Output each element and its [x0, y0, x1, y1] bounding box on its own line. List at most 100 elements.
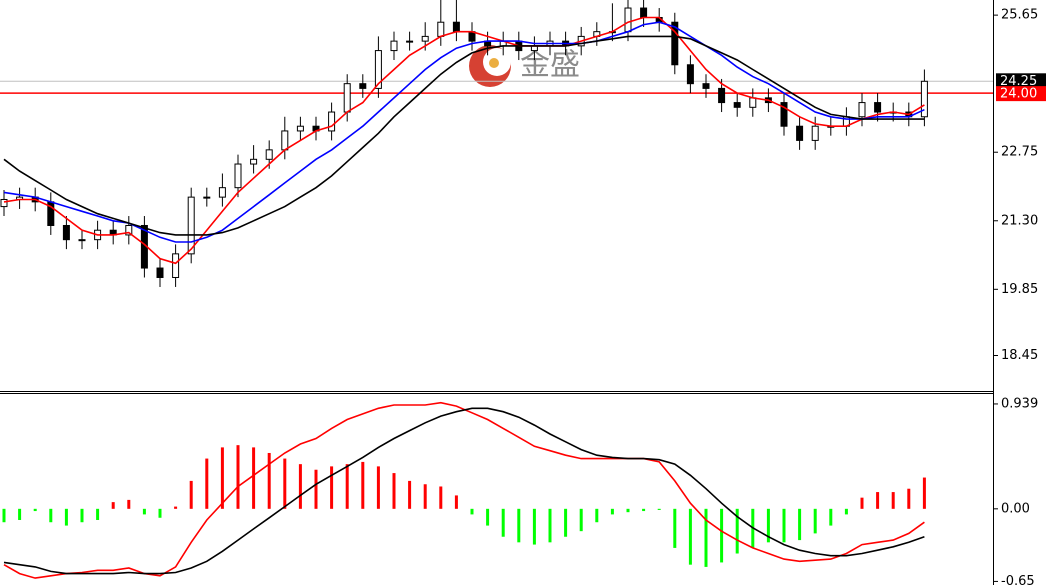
histogram-bar: [314, 469, 318, 509]
watermark: 金盛: [469, 45, 580, 87]
candle-body: [421, 35, 429, 42]
histogram-bar: [454, 495, 458, 509]
last-price-label: 24.25: [1000, 74, 1037, 89]
histogram-bar: [876, 492, 880, 509]
moving-average: [3, 16, 925, 265]
histogram-bar: [142, 508, 146, 515]
histogram-bar: [642, 508, 646, 512]
histogram-bar: [345, 464, 349, 509]
candle-body: [328, 111, 336, 132]
histogram-bar: [798, 508, 802, 541]
histogram-bar: [64, 508, 68, 526]
histogram-bar: [283, 458, 287, 509]
last-price-box: [996, 73, 1046, 89]
candle-body: [62, 224, 70, 241]
candle-body: [686, 64, 694, 85]
candle-body: [437, 21, 445, 37]
histogram-bar: [267, 452, 271, 509]
histogram-bar: [735, 508, 739, 554]
histogram-bar: [96, 508, 100, 520]
candle-body: [671, 21, 679, 66]
histogram-bar: [439, 486, 443, 509]
candle-body: [250, 158, 258, 165]
histogram-bar: [49, 508, 53, 523]
histogram-bar: [610, 508, 614, 515]
histogram-bar: [220, 447, 224, 509]
histogram-bar: [829, 508, 833, 526]
y-tick-label: 25.65: [1001, 8, 1038, 23]
candle-body: [281, 130, 289, 151]
histogram-bar: [720, 508, 724, 563]
candle-body: [452, 21, 460, 33]
candle-body: [187, 196, 195, 255]
histogram-bar: [891, 492, 895, 509]
histogram-bar: [80, 508, 84, 523]
histogram-bar: [532, 508, 536, 545]
histogram-bar: [782, 508, 786, 543]
candle-body: [156, 267, 164, 278]
candle-body: [359, 83, 367, 89]
histogram-bar: [298, 464, 302, 509]
moving-average: [3, 35, 925, 236]
histogram-bar: [2, 508, 6, 523]
histogram-bar: [688, 508, 692, 565]
histogram-bar: [844, 508, 848, 515]
histogram-bar: [408, 480, 412, 509]
histogram-bar: [813, 508, 817, 534]
level-label: 24.00: [1000, 87, 1037, 102]
candle-body: [858, 102, 866, 118]
candle-body: [874, 102, 882, 113]
candle-body: [203, 196, 211, 199]
histogram-bar: [236, 445, 240, 509]
histogram-bar: [548, 508, 552, 543]
y-tick-label: 0.939: [1001, 396, 1038, 411]
candle-body: [718, 87, 726, 104]
candle-body: [218, 187, 226, 198]
y-tick-label: 19.85: [1001, 282, 1038, 297]
histogram-bar: [579, 508, 583, 532]
histogram-bar: [205, 458, 209, 509]
histogram-bar: [486, 508, 490, 526]
candle-body: [390, 40, 398, 52]
histogram-bar: [657, 508, 661, 510]
histogram-bar: [922, 477, 926, 509]
candle-body: [624, 7, 632, 33]
level-box: [996, 86, 1046, 102]
candle-body: [702, 83, 710, 89]
candle-body: [265, 149, 273, 160]
macd-line: [3, 407, 925, 575]
histogram-bar: [673, 508, 677, 548]
histogram-bar: [18, 508, 22, 520]
y-tick-label: 22.75: [1001, 145, 1038, 160]
moving-average: [3, 21, 925, 243]
candle-body: [78, 239, 86, 242]
histogram-bar: [626, 508, 630, 513]
y-tick-label: -0.65: [1001, 574, 1035, 585]
candle-body: [0, 198, 8, 208]
histogram-bar: [127, 499, 131, 509]
candle-body: [406, 40, 414, 43]
candle-body: [296, 125, 304, 132]
histogram-bar: [252, 447, 256, 509]
histogram-bar: [189, 480, 193, 509]
candle-body: [172, 253, 180, 278]
histogram-bar: [907, 488, 911, 509]
candle-body: [125, 224, 133, 236]
histogram-bar: [33, 508, 37, 512]
histogram-bar: [376, 466, 380, 509]
candle-body: [343, 83, 351, 113]
y-tick-label: 18.45: [1001, 348, 1038, 363]
histogram-bar: [860, 497, 864, 509]
candle-body: [811, 125, 819, 141]
histogram-bar: [423, 484, 427, 509]
candle-body: [780, 102, 788, 127]
histogram-bar: [330, 466, 334, 509]
y-tick-label: 0.00: [1001, 501, 1030, 516]
histogram-bar: [501, 508, 505, 537]
histogram-bar: [517, 508, 521, 543]
candle-body: [733, 102, 741, 108]
histogram-bar: [174, 506, 178, 509]
logo: [489, 58, 499, 68]
